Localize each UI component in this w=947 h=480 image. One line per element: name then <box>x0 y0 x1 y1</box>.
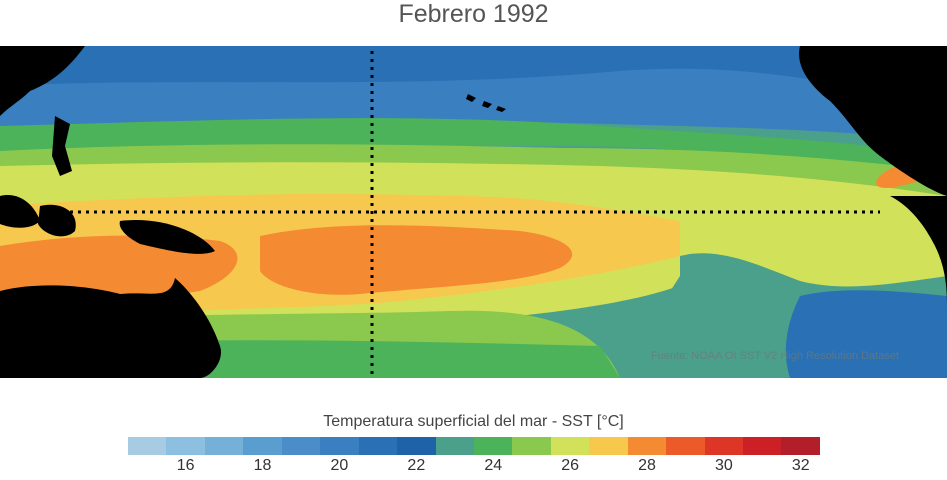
land-borneo <box>38 204 76 237</box>
land-south-america <box>890 196 947 306</box>
colorbar-segment <box>743 437 782 455</box>
colorbar-segment <box>589 437 628 455</box>
sst-band-north-mid <box>0 68 947 141</box>
land-indochina <box>0 195 40 228</box>
colorbar-tick-label: 28 <box>638 457 656 474</box>
sst-map <box>0 46 947 378</box>
colorbar <box>128 437 820 455</box>
colorbar-segment <box>243 437 282 455</box>
colorbar-segment <box>781 437 820 455</box>
colorbar-tick-label: 18 <box>253 457 272 474</box>
colorbar-tick-label: 30 <box>714 457 733 474</box>
sst-band-north-temperate <box>0 118 947 171</box>
colorbar-segment <box>397 437 436 455</box>
colorbar-segment <box>512 437 551 455</box>
colorbar-tick-label: 24 <box>484 457 503 474</box>
colorbar-tick-label: 26 <box>561 457 579 474</box>
colorbar-segment <box>358 437 398 455</box>
sst-warm-pool-central <box>260 225 573 295</box>
colorbar-segment <box>473 437 513 455</box>
colorbar-tick-label: 16 <box>176 457 195 474</box>
colorbar-tick-label: 22 <box>407 457 426 474</box>
sst-south-east-cold <box>785 290 947 378</box>
land-philippines <box>52 116 72 176</box>
map-title: Febrero 1992 <box>398 0 549 28</box>
land-north-america <box>799 46 947 196</box>
colorbar-segment <box>550 437 590 455</box>
colorbar-tick-label: 20 <box>330 457 349 474</box>
colorbar-segment <box>704 437 743 455</box>
source-credit: Fuente: NOAA OI SST V2 High Resolution D… <box>650 350 899 362</box>
colorbar-segment <box>281 437 321 455</box>
colorbar-ticks: 16 18 20 22 24 26 28 30 32 <box>0 457 947 479</box>
land-hawaii <box>466 94 506 112</box>
colorbar-segment <box>128 437 167 455</box>
land-australia <box>0 278 221 378</box>
colorbar-segment <box>666 437 705 455</box>
colorbar-segment <box>166 437 205 455</box>
colorbar-segment <box>320 437 359 455</box>
sst-field <box>0 46 947 378</box>
land-new-guinea <box>119 220 215 254</box>
colorbar-tick-label: 32 <box>791 457 810 474</box>
colorbar-segment <box>204 437 244 455</box>
colorbar-segment <box>627 437 667 455</box>
colorbar-segment <box>435 437 474 455</box>
land-asia <box>0 46 85 116</box>
colorbar-label: Temperatura superficial del mar - SST [°… <box>323 413 624 430</box>
